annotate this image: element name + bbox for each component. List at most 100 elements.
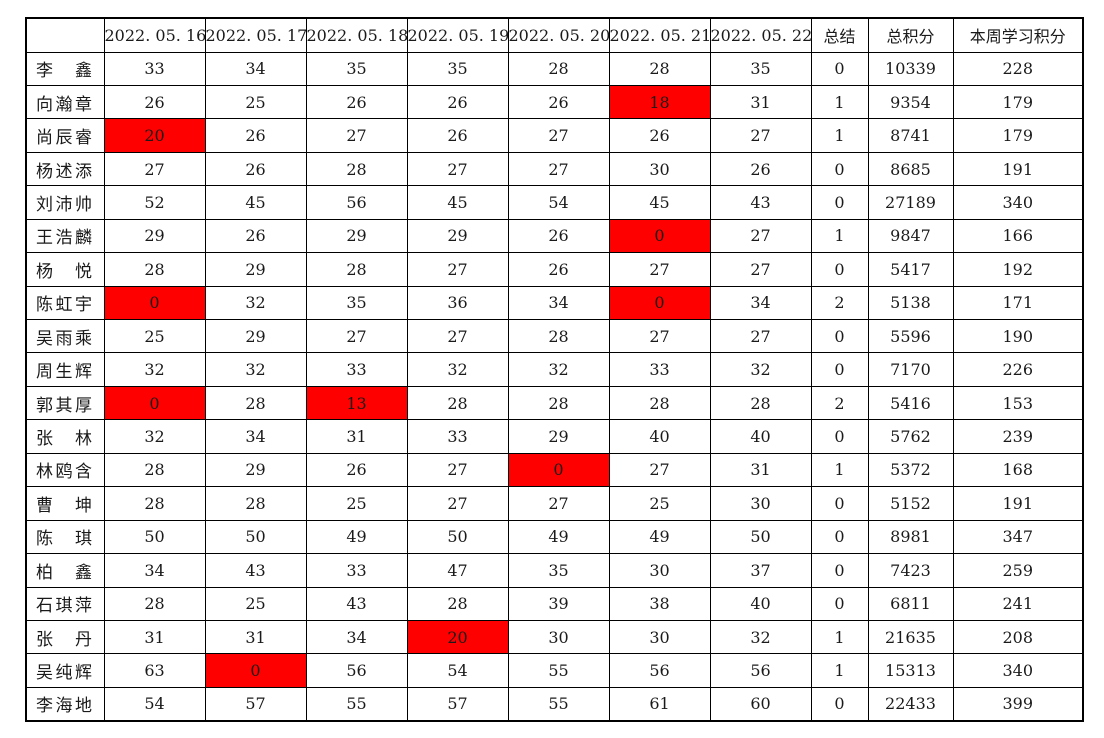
date-header-cell: 2022. 05. 16 [103, 17, 206, 53]
day-score-cell: 28 [507, 385, 610, 421]
date-header-cell: 2022. 05. 17 [204, 17, 307, 53]
day-score-cell: 33 [406, 419, 509, 454]
day-score-cell: 27 [305, 318, 408, 354]
summary-count-cell: 0 [810, 352, 869, 387]
total-points-cell: 6811 [867, 586, 954, 621]
day-score-cell: 25 [103, 318, 206, 354]
week-points-cell: 347 [952, 519, 1084, 555]
student-name-cell: 吴雨乘 [25, 318, 105, 354]
day-score-cell: 27 [406, 318, 509, 354]
day-score-cell: 27 [507, 118, 610, 153]
week-points-cell: 340 [952, 185, 1084, 220]
day-score-cell: 32 [406, 352, 509, 387]
student-name-cell: 陈 琪 [25, 519, 105, 555]
table-body: 李 鑫 33 34 35 35 28 28 35 0 10339 228 向瀚章 26 25 26 26 26 1… [25, 51, 1084, 722]
day-score-cell: 32 [204, 352, 307, 387]
table-row: 王浩麟 29 26 29 29 26 0 27 1 9847 166 [25, 218, 1084, 254]
day-score-cell: 29 [406, 218, 509, 254]
day-score-cell: 56 [608, 653, 711, 688]
student-name-cell: 张 丹 [25, 619, 105, 655]
student-name-cell: 林鸥含 [25, 452, 105, 488]
week-points-cell: 179 [952, 118, 1084, 153]
total-points-cell: 5416 [867, 385, 954, 421]
day-score-cell: 33 [103, 51, 206, 86]
student-name-cell: 吴纯辉 [25, 653, 105, 688]
day-score-cell: 18 [608, 84, 711, 120]
day-score-cell: 54 [507, 185, 610, 220]
day-score-cell: 50 [103, 519, 206, 555]
total-points-cell: 9847 [867, 218, 954, 254]
week-points-cell: 190 [952, 318, 1084, 354]
day-score-cell: 27 [406, 486, 509, 521]
day-score-cell: 45 [204, 185, 307, 220]
day-score-cell: 29 [204, 452, 307, 488]
student-name: 吴雨乘 [36, 328, 92, 349]
student-name: 石琪萍 [36, 596, 92, 617]
day-score-cell: 26 [507, 252, 610, 287]
day-score-cell: 26 [103, 84, 206, 120]
day-score-cell: 28 [103, 452, 206, 488]
day-score-cell: 27 [103, 151, 206, 187]
date-header-cell: 2022. 05. 18 [305, 17, 408, 53]
day-score-cell: 49 [507, 519, 610, 555]
total-points-cell: 10339 [867, 51, 954, 86]
day-score-cell: 0 [103, 285, 206, 321]
day-score-cell: 27 [709, 118, 812, 153]
day-score-cell: 60 [709, 686, 812, 722]
day-score-cell: 25 [204, 586, 307, 621]
student-name: 陈虹宇 [36, 295, 92, 316]
date-header-cell: 2022. 05. 21 [608, 17, 711, 53]
table-row: 杨 悦 28 29 28 27 26 27 27 0 5417 192 [25, 252, 1084, 287]
day-score-cell: 40 [608, 419, 711, 454]
summary-count-cell: 0 [810, 419, 869, 454]
day-score-cell: 26 [507, 84, 610, 120]
day-score-cell: 50 [406, 519, 509, 555]
total-points-cell: 5596 [867, 318, 954, 354]
summary-count-cell: 0 [810, 185, 869, 220]
day-score-cell: 50 [204, 519, 307, 555]
table-row: 尚辰睿 20 26 27 26 27 26 27 1 8741 179 [25, 118, 1084, 153]
day-score-cell: 25 [204, 84, 307, 120]
total-points-cell: 8685 [867, 151, 954, 187]
week-points-cell: 171 [952, 285, 1084, 321]
day-score-cell: 49 [608, 519, 711, 555]
day-score-cell: 30 [608, 151, 711, 187]
total-points-cell: 5762 [867, 419, 954, 454]
week-points-cell: 179 [952, 84, 1084, 120]
day-score-cell: 27 [608, 252, 711, 287]
table-row: 李 鑫 33 34 35 35 28 28 35 0 10339 228 [25, 51, 1084, 86]
student-name: 刘沛帅 [36, 194, 92, 215]
week-points-cell: 191 [952, 486, 1084, 521]
day-score-cell: 34 [305, 619, 408, 655]
day-score-cell: 56 [305, 653, 408, 688]
day-score-cell: 28 [305, 151, 408, 187]
day-score-cell: 35 [305, 285, 408, 321]
day-score-cell: 33 [305, 352, 408, 387]
day-score-cell: 61 [608, 686, 711, 722]
student-name: 李 鑫 [36, 61, 92, 82]
day-score-cell: 29 [204, 318, 307, 354]
date-header-cell: 2022. 05. 19 [406, 17, 509, 53]
day-score-cell: 0 [608, 285, 711, 321]
day-score-cell: 28 [204, 486, 307, 521]
day-score-cell: 31 [204, 619, 307, 655]
day-score-cell: 29 [507, 419, 610, 454]
summary-count-cell: 1 [810, 84, 869, 120]
summary-header-cell: 本周学习积分 [952, 17, 1084, 53]
total-points-cell: 5152 [867, 486, 954, 521]
total-points-cell: 8741 [867, 118, 954, 153]
student-name: 林鸥含 [36, 462, 92, 483]
day-score-cell: 40 [709, 586, 812, 621]
date-header-cell: 2022. 05. 22 [709, 17, 812, 53]
day-score-cell: 28 [608, 51, 711, 86]
day-score-cell: 28 [204, 385, 307, 421]
student-name: 张 林 [36, 429, 92, 450]
student-name: 曹 坤 [36, 495, 92, 516]
day-score-cell: 55 [507, 686, 610, 722]
day-score-cell: 29 [103, 218, 206, 254]
summary-count-cell: 0 [810, 586, 869, 621]
total-points-cell: 21635 [867, 619, 954, 655]
student-name: 柏 鑫 [36, 562, 92, 583]
day-score-cell: 27 [709, 252, 812, 287]
day-score-cell: 28 [608, 385, 711, 421]
